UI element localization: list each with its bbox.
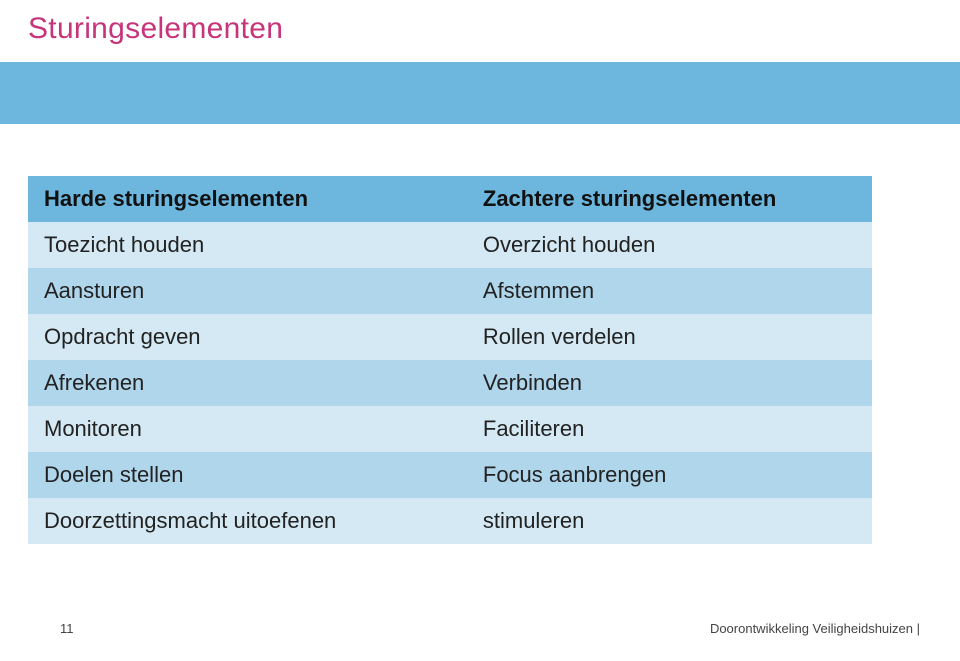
- table-cell: Overzicht houden: [467, 222, 872, 268]
- table-row: Toezicht houden Overzicht houden: [28, 222, 872, 268]
- table-cell: Aansturen: [28, 268, 467, 314]
- table-cell: Afstemmen: [467, 268, 872, 314]
- table-row: Doorzettingsmacht uitoefenen stimuleren: [28, 498, 872, 544]
- page-title: Sturingselementen: [28, 12, 283, 46]
- footer: 11 Doorontwikkeling Veiligheidshuizen |: [0, 621, 960, 645]
- comparison-table: Harde sturingselementen Zachtere sturing…: [28, 176, 872, 544]
- table-cell: Focus aanbrengen: [467, 452, 872, 498]
- footer-text: Doorontwikkeling Veiligheidshuizen |: [710, 621, 920, 636]
- table-cell: Opdracht geven: [28, 314, 467, 360]
- page-number: 11: [60, 621, 74, 636]
- table-row: Monitoren Faciliteren: [28, 406, 872, 452]
- table-cell: Verbinden: [467, 360, 872, 406]
- table-header-row: Harde sturingselementen Zachtere sturing…: [28, 176, 872, 222]
- table-row: Aansturen Afstemmen: [28, 268, 872, 314]
- table-cell: stimuleren: [467, 498, 872, 544]
- table-header-cell: Harde sturingselementen: [28, 176, 467, 222]
- table-row: Doelen stellen Focus aanbrengen: [28, 452, 872, 498]
- table-cell: Faciliteren: [467, 406, 872, 452]
- table-cell: Rollen verdelen: [467, 314, 872, 360]
- table-cell: Monitoren: [28, 406, 467, 452]
- slide: Sturingselementen Harde sturingselemente…: [0, 0, 960, 661]
- table-cell: Toezicht houden: [28, 222, 467, 268]
- table-row: Opdracht geven Rollen verdelen: [28, 314, 872, 360]
- table-cell: Doelen stellen: [28, 452, 467, 498]
- table-cell: Afrekenen: [28, 360, 467, 406]
- table-header-cell: Zachtere sturingselementen: [467, 176, 872, 222]
- table-row: Afrekenen Verbinden: [28, 360, 872, 406]
- table-cell: Doorzettingsmacht uitoefenen: [28, 498, 467, 544]
